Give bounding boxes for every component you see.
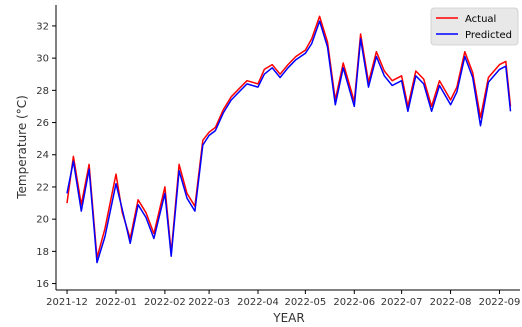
series-line-predicted [66,20,512,264]
x-tick-label: 2022-02 [144,297,186,308]
series-lines [66,15,512,264]
legend-actual-label: Actual [465,14,496,25]
legend-predicted-label: Predicted [465,30,512,41]
y-tick-label: 20 [36,215,49,226]
x-tick-label: 2022-04 [237,297,279,308]
y-tick-label: 22 [36,182,49,193]
x-tick-label: 2022-05 [284,297,326,308]
x-tick-label: 2022-07 [381,297,423,308]
y-tick-label: 16 [36,279,49,290]
y-tick-label: 28 [36,86,49,97]
legend: Actual Predicted [430,7,519,46]
x-tick-label: 2022-09 [479,297,521,308]
x-axis-ticks: 2021-12 2022-01 2022-02 2022-03 2022-04 2022-… [46,290,520,308]
x-tick-label: 2021-12 [46,297,88,308]
y-tick-label: 32 [36,21,49,32]
x-tick-label: 2022-06 [333,297,375,308]
y-tick-label: 30 [36,54,49,65]
x-tick-label: 2022-01 [95,297,137,308]
y-axis-ticks: 16 18 20 22 24 26 28 30 32 [36,21,56,290]
y-tick-label: 24 [36,150,49,161]
series-line-actual [66,15,512,259]
y-tick-label: 26 [36,118,49,129]
x-tick-label: 2022-08 [430,297,472,308]
x-axis-title: YEAR [272,311,304,325]
x-tick-label: 2022-03 [188,297,230,308]
y-tick-label: 18 [36,247,49,258]
y-axis-title: Temperature (°C) [15,95,29,200]
